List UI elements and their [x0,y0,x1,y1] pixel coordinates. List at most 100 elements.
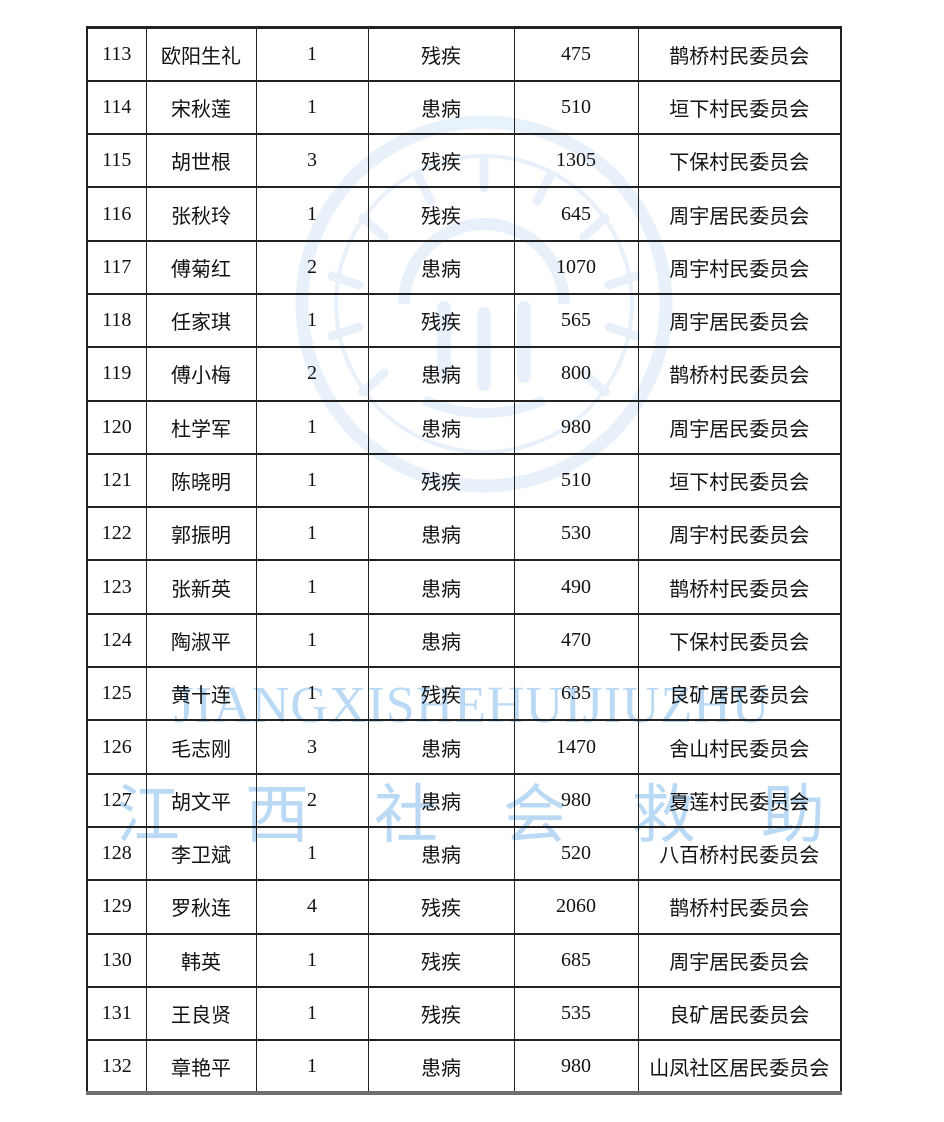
table-row: 119 傅小梅 2 患病 800 鹊桥村民委员会 [86,346,842,402]
cell-no: 113 [86,26,147,82]
cell-category: 患病 [367,399,515,455]
cell-people: 2 [255,346,369,402]
cell-no: 116 [86,186,147,242]
cell-no: 117 [86,239,147,295]
cell-people: 1 [255,452,369,509]
cell-name: 章艳平 [145,1039,257,1095]
cell-committee: 八百桥村民委员会 [637,825,842,882]
cell-category: 残疾 [367,932,515,988]
cell-committee: 垣下村民委员会 [637,79,842,136]
cell-category: 患病 [367,719,515,775]
cell-category: 患病 [367,79,515,136]
cell-no: 128 [86,825,147,882]
cell-committee: 良矿居民委员会 [637,666,842,722]
cell-name: 任家琪 [145,292,257,349]
cell-amount: 2060 [513,879,639,935]
table-row: 129 罗秋连 4 残疾 2060 鹊桥村民委员会 [86,879,842,935]
table-row: 124 陶淑平 1 患病 470 下保村民委员会 [86,612,842,669]
cell-name: 郭振明 [145,506,257,562]
cell-amount: 535 [513,985,639,1042]
cell-category: 残疾 [367,26,515,82]
cell-name: 胡文平 [145,772,257,828]
cell-committee: 舍山村民委员会 [637,719,842,775]
cell-committee: 周宇居民委员会 [637,932,842,988]
cell-people: 4 [255,879,369,935]
cell-committee: 周宇村民委员会 [637,239,842,295]
cell-name: 宋秋莲 [145,79,257,136]
cell-people: 1 [255,292,369,349]
cell-amount: 510 [513,79,639,136]
table-row: 122 郭振明 1 患病 530 周宇村民委员会 [86,506,842,562]
cell-amount: 565 [513,292,639,349]
cell-people: 3 [255,719,369,775]
cell-people: 1 [255,559,369,615]
cell-committee: 垣下村民委员会 [637,452,842,509]
cell-people: 1 [255,932,369,988]
cell-name: 傅小梅 [145,346,257,402]
cell-people: 1 [255,506,369,562]
cell-amount: 800 [513,346,639,402]
cell-no: 126 [86,719,147,775]
cell-no: 120 [86,399,147,455]
table-row: 114 宋秋莲 1 患病 510 垣下村民委员会 [86,79,842,136]
assistance-table: 113 欧阳生礼 1 残疾 475 鹊桥村民委员会 114 宋秋莲 1 患病 510 垣下村民委员会 1… [86,26,842,1096]
table-row: 115 胡世根 3 残疾 1305 下保村民委员会 [86,133,842,189]
cell-amount: 980 [513,772,639,828]
cell-people: 2 [255,239,369,295]
cell-category: 残疾 [367,452,515,509]
table-row: 116 张秋玲 1 残疾 645 周宇居民委员会 [86,186,842,242]
cell-committee: 周宇居民委员会 [637,399,842,455]
cell-committee: 鹊桥村民委员会 [637,26,842,82]
cell-name: 毛志刚 [145,719,257,775]
cell-name: 罗秋连 [145,879,257,935]
cell-category: 患病 [367,772,515,828]
cell-name: 张新英 [145,559,257,615]
table-row: 126 毛志刚 3 患病 1470 舍山村民委员会 [86,719,842,775]
cell-committee: 下保村民委员会 [637,133,842,189]
cell-category: 残疾 [367,292,515,349]
cell-category: 残疾 [367,186,515,242]
cell-amount: 475 [513,26,639,82]
cell-name: 黄十连 [145,666,257,722]
cell-amount: 685 [513,932,639,988]
cell-category: 患病 [367,612,515,669]
cell-amount: 1470 [513,719,639,775]
cell-amount: 530 [513,506,639,562]
cell-people: 2 [255,772,369,828]
cell-amount: 510 [513,452,639,509]
cell-committee: 夏莲村民委员会 [637,772,842,828]
cell-category: 患病 [367,506,515,562]
table-row: 130 韩英 1 残疾 685 周宇居民委员会 [86,932,842,988]
cell-name: 李卫斌 [145,825,257,882]
cell-category: 残疾 [367,133,515,189]
table-row: 125 黄十连 1 残疾 635 良矿居民委员会 [86,666,842,722]
cell-no: 115 [86,133,147,189]
table-row: 131 王良贤 1 残疾 535 良矿居民委员会 [86,985,842,1042]
cell-committee: 鹊桥村民委员会 [637,879,842,935]
table-row: 123 张新英 1 患病 490 鹊桥村民委员会 [86,559,842,615]
cell-category: 患病 [367,559,515,615]
cell-amount: 1305 [513,133,639,189]
cell-name: 王良贤 [145,985,257,1042]
table-row: 118 任家琪 1 残疾 565 周宇居民委员会 [86,292,842,349]
cell-name: 傅菊红 [145,239,257,295]
cell-name: 杜学军 [145,399,257,455]
cell-no: 132 [86,1039,147,1095]
cell-amount: 470 [513,612,639,669]
cell-people: 1 [255,666,369,722]
cell-amount: 980 [513,399,639,455]
table-row: 113 欧阳生礼 1 残疾 475 鹊桥村民委员会 [86,26,842,82]
table-row: 128 李卫斌 1 患病 520 八百桥村民委员会 [86,825,842,882]
cell-no: 130 [86,932,147,988]
cell-committee: 鹊桥村民委员会 [637,346,842,402]
cell-name: 欧阳生礼 [145,26,257,82]
cell-people: 1 [255,985,369,1042]
cell-category: 患病 [367,239,515,295]
cell-committee: 周宇居民委员会 [637,292,842,349]
cell-committee: 山凤社区居民委员会 [637,1039,842,1095]
cell-committee: 下保村民委员会 [637,612,842,669]
cell-people: 1 [255,825,369,882]
cell-name: 胡世根 [145,133,257,189]
cell-name: 张秋玲 [145,186,257,242]
